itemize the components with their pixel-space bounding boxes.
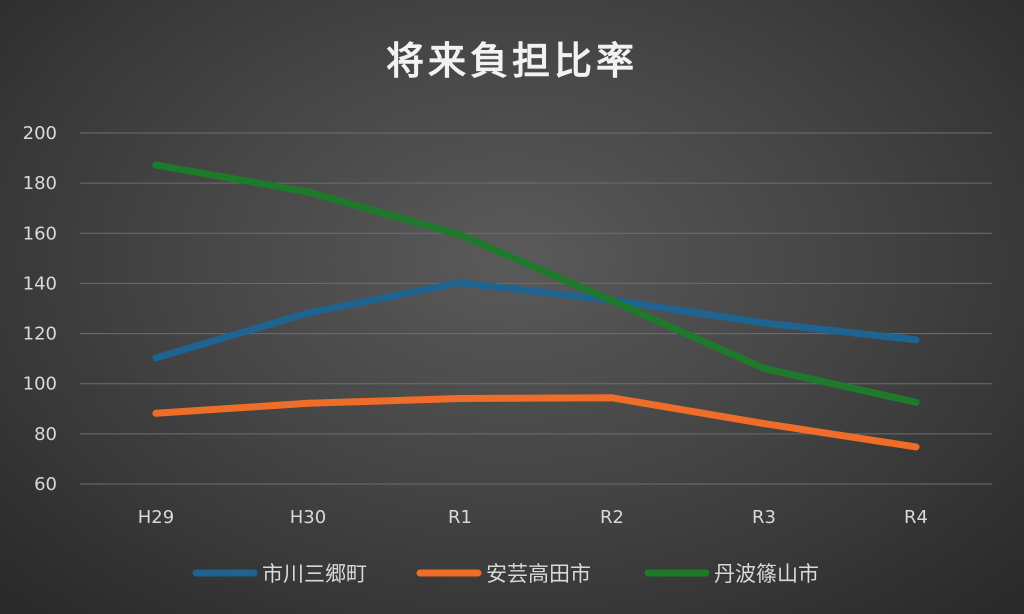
legend-entry: 市川三郷町 [192, 562, 367, 586]
data-point [912, 443, 920, 451]
x-tick-label: R1 [448, 507, 472, 528]
x-tick-label: H29 [138, 507, 174, 528]
legend-label: 丹波篠山市 [714, 562, 819, 586]
x-tick-label: R3 [752, 507, 776, 528]
legend-label: 安芸高田市 [486, 562, 591, 586]
data-point [912, 336, 920, 344]
data-point [760, 420, 768, 428]
x-axis-tick-labels: H29 H30 R1 R2 R3 R4 [138, 507, 928, 528]
data-point [760, 319, 768, 327]
data-point [760, 364, 768, 372]
legend-entry: 丹波篠山市 [644, 562, 819, 586]
y-axis-tick-labels: 60 80 100 120 140 160 180 200 [23, 123, 57, 495]
y-tick-label: 180 [23, 173, 57, 194]
data-point [304, 399, 312, 407]
legend-label: 市川三郷町 [262, 562, 367, 586]
series-lines [152, 161, 920, 451]
data-point [152, 409, 160, 417]
legend-entry: 安芸高田市 [416, 562, 591, 586]
data-point [456, 395, 464, 403]
data-point [152, 354, 160, 362]
gridlines [80, 132, 992, 485]
series-2 [152, 394, 920, 451]
series-line [152, 161, 920, 406]
x-tick-label: R4 [904, 507, 928, 528]
data-point [608, 297, 616, 305]
series-1 [152, 279, 920, 362]
data-point [304, 309, 312, 317]
chart-title: 将来負担比率 [386, 39, 638, 83]
data-point [152, 161, 160, 169]
data-point [912, 398, 920, 406]
series-line [152, 279, 920, 362]
y-tick-label: 100 [23, 374, 57, 395]
data-point [608, 394, 616, 402]
data-point [456, 279, 464, 287]
y-tick-label: 120 [23, 324, 57, 345]
y-tick-label: 80 [34, 424, 57, 445]
x-tick-label: R2 [600, 507, 624, 528]
x-tick-label: H30 [290, 507, 326, 528]
y-tick-label: 160 [23, 223, 57, 244]
legend: 市川三郷町 安芸高田市 丹波篠山市 [192, 562, 819, 586]
y-tick-label: 60 [34, 474, 57, 495]
series-line [152, 394, 920, 451]
data-point [456, 231, 464, 239]
y-tick-label: 200 [23, 123, 57, 144]
series-3 [152, 161, 920, 406]
data-point [304, 188, 312, 196]
y-tick-label: 140 [23, 273, 57, 294]
